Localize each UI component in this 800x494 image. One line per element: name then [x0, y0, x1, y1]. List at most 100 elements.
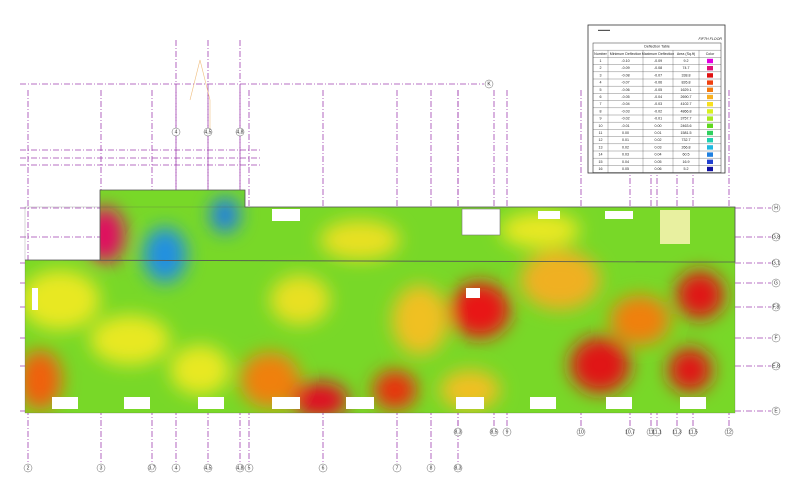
grid-bubble: [203, 463, 213, 473]
color-swatch: [707, 102, 713, 107]
table-cell: -0.04: [654, 95, 662, 99]
legend-table: Deflection Table Number Minimum Deflection…: [592, 42, 722, 173]
grid-bubble: [771, 203, 781, 213]
table-cell: 6: [600, 95, 602, 99]
column-header: Number: [594, 52, 608, 56]
table-cell: 2463.6: [681, 124, 692, 128]
table-cell: 16: [599, 167, 603, 171]
table-cell: 0.02: [655, 138, 662, 142]
table-cell: -0.10: [621, 59, 629, 63]
table-cell: 1: [600, 59, 602, 63]
grid-bubble: [771, 406, 781, 416]
column-header: Color: [706, 52, 715, 56]
color-swatch: [707, 94, 713, 100]
grid-bubble: [771, 278, 781, 288]
grid-bubble: [426, 463, 436, 473]
grid-bubble: [453, 427, 463, 437]
table-cell: 12: [599, 138, 603, 142]
table-cell: 0.01: [655, 131, 662, 135]
grid-label: K: [487, 81, 491, 87]
color-swatch: [707, 66, 713, 71]
grid-label: 10: [578, 429, 584, 435]
table-cell: -0.04: [621, 102, 629, 106]
table-cell: -0.05: [654, 88, 662, 92]
table-cell: 1581.5: [681, 131, 692, 135]
table-cell: -0.01: [654, 117, 662, 121]
table-cell: -0.08: [654, 66, 662, 70]
table-cell: -0.06: [654, 81, 662, 85]
table-cell: 0.00: [622, 131, 629, 135]
grid-label: 4,5: [205, 465, 212, 471]
grid-bubble: [318, 463, 328, 473]
grid-label: 3: [100, 465, 103, 471]
table-cell: 4: [600, 81, 602, 85]
grid-label: F,8: [773, 304, 780, 310]
grid-label: 11,5: [688, 429, 698, 435]
table-cell: 14: [599, 153, 603, 157]
table-cell: 8: [600, 109, 602, 113]
table-cell: 4102.7: [681, 102, 692, 106]
color-swatch: [707, 159, 713, 164]
grid-label: 3,7: [149, 465, 156, 471]
table-cell: -0.09: [621, 66, 629, 70]
grid-label: 9: [506, 429, 509, 435]
color-swatch: [707, 145, 713, 150]
grid-bubble: [771, 302, 781, 312]
color-swatch: [707, 152, 713, 157]
stair-outline: [189, 59, 211, 130]
grid-bubble: [392, 463, 402, 473]
color-swatch: [707, 116, 713, 121]
grid-bubble: [652, 427, 662, 437]
table-cell: 0.02: [622, 145, 629, 149]
grid-label: 4,5: [205, 129, 212, 135]
grid-bubble: [625, 427, 635, 437]
grid-label: 12: [726, 429, 732, 435]
color-swatch: [707, 123, 713, 128]
grid-bubble: [235, 463, 245, 473]
color-swatch: [707, 87, 713, 92]
column-header: Area (Sq.ft): [677, 52, 695, 56]
table-cell: 0.01: [622, 138, 629, 142]
grid-label: 8,3: [455, 465, 462, 471]
grid-label: H: [774, 205, 778, 211]
column-header: Minimum Deflection: [610, 52, 642, 56]
table-cell: 74.7: [683, 66, 690, 70]
grid-label: 2: [27, 465, 30, 471]
table-cell: 7: [600, 102, 602, 106]
table-cell: 2: [600, 66, 602, 70]
color-swatch: [707, 130, 713, 136]
grid-label: 8: [430, 465, 433, 471]
grid-bubble: [771, 232, 781, 242]
grid-label: E: [774, 408, 778, 414]
grid-bubble: [688, 427, 698, 437]
grid-bubble: [235, 127, 245, 137]
table-cell: -0.03: [654, 102, 662, 106]
table-cell: 266.8: [682, 145, 691, 149]
grid-bubble: [502, 427, 512, 437]
table-cell: -0.07: [654, 73, 662, 77]
grid-bubble: [171, 463, 181, 473]
table-cell: 5: [600, 88, 602, 92]
table-cell: -0.06: [621, 88, 629, 92]
grid-bubble: [771, 333, 781, 343]
table-cell: -0.09: [654, 59, 662, 63]
table-header: Deflection Table: [644, 45, 670, 49]
grid-bubble: [724, 427, 734, 437]
grid-bubble: [484, 79, 494, 89]
grid-label: E,8: [772, 363, 780, 369]
grid-label: 8,5: [491, 429, 498, 435]
color-swatch: [707, 58, 713, 64]
grid-label: 5: [248, 465, 251, 471]
deflection-contour: [25, 190, 735, 413]
table-cell: -0.08: [621, 73, 629, 77]
table-cell: 9: [600, 117, 602, 121]
table-cell: -0.02: [654, 109, 662, 113]
grid-label: G,8: [772, 234, 780, 240]
grid-label: 4,8: [237, 465, 244, 471]
color-swatch: [707, 80, 713, 85]
grid-bubble: [203, 127, 213, 137]
table-cell: 826.8: [682, 81, 691, 85]
grid-bubble: [672, 427, 682, 437]
